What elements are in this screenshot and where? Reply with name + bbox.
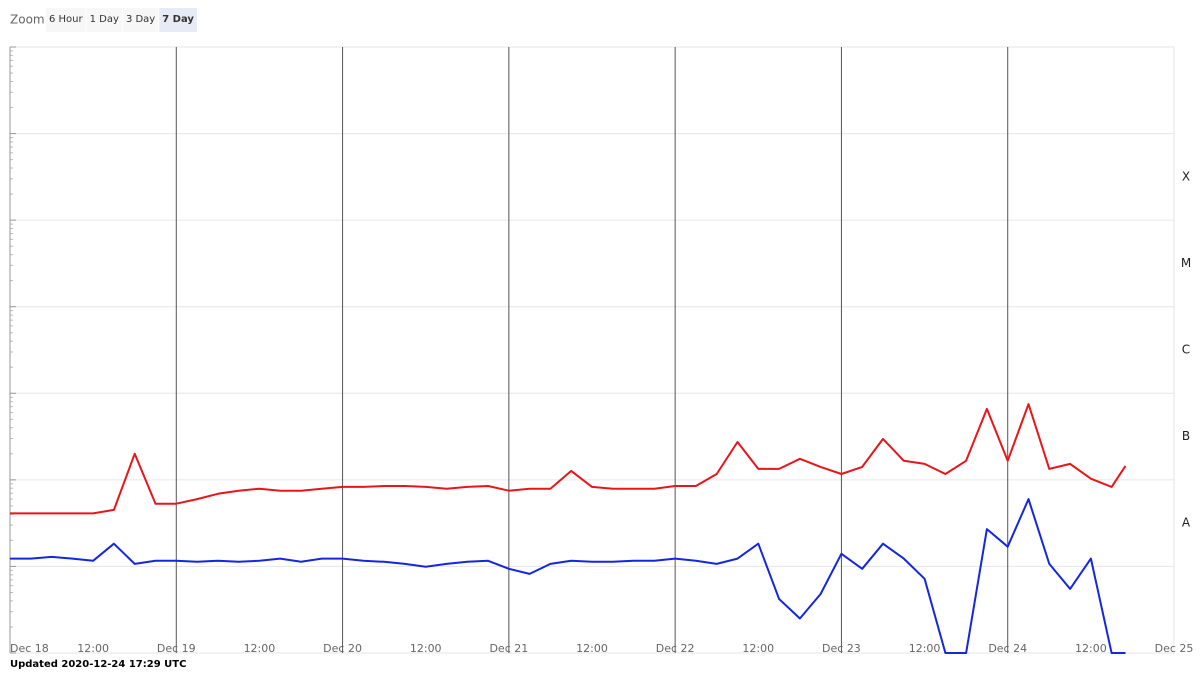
zoom-button-label: 3 Day	[126, 14, 155, 25]
series-line	[10, 498, 1126, 654]
class-label: A	[1182, 516, 1191, 530]
zoom-button-label: 6 Hour	[49, 14, 84, 25]
x-tick-label: 12:00	[410, 642, 442, 655]
x-tick-label: Dec 18	[10, 642, 49, 655]
x-tick-label: 12:00	[576, 642, 608, 655]
x-tick-label: 12:00	[77, 642, 109, 655]
zoom-button-bg	[122, 8, 159, 32]
class-label: B	[1182, 429, 1190, 443]
x-tick-label: Dec 20	[323, 642, 362, 655]
zoom-buttons: 6 Hour 1 Day 3 Day 7 Day	[46, 8, 197, 32]
x-tick-label: Dec 24	[988, 642, 1027, 655]
x-tick-label: 12:00	[244, 642, 276, 655]
zoom-button-bg	[159, 8, 197, 32]
zoom-button[interactable]: 7 Day	[159, 8, 197, 32]
series-line	[10, 403, 1127, 515]
x-tick-label: Dec 25	[1155, 642, 1194, 655]
zoom-label: Zoom	[10, 13, 45, 27]
zoom-button-bg	[46, 8, 86, 32]
zoom-button-bg	[86, 8, 122, 32]
x-tick-label: 12:00	[909, 642, 941, 655]
x-tick-label: Dec 19	[157, 642, 196, 655]
zoom-button-label: 7 Day	[162, 14, 194, 25]
x-tick-label: 12:00	[742, 642, 774, 655]
class-label: X	[1182, 169, 1190, 183]
zoom-button[interactable]: 6 Hour	[46, 8, 86, 32]
x-tick-label: 12:00	[1075, 642, 1107, 655]
x-tick-label: Dec 21	[489, 642, 528, 655]
class-label: M	[1181, 256, 1191, 270]
chart: A B C M X Dec 18 12:00 Dec 19 12:00 Dec 20 12:00 De…	[9, 46, 1194, 655]
zoom-button[interactable]: 1 Day	[86, 8, 122, 32]
zoom-button[interactable]: 3 Day	[122, 8, 159, 32]
zoom-button-label: 1 Day	[90, 14, 119, 25]
x-tick-label: Dec 22	[656, 642, 695, 655]
updated-text: Updated 2020-12-24 17:29 UTC	[10, 659, 186, 670]
x-tick-label: Dec 23	[822, 642, 861, 655]
class-label: C	[1182, 343, 1190, 357]
